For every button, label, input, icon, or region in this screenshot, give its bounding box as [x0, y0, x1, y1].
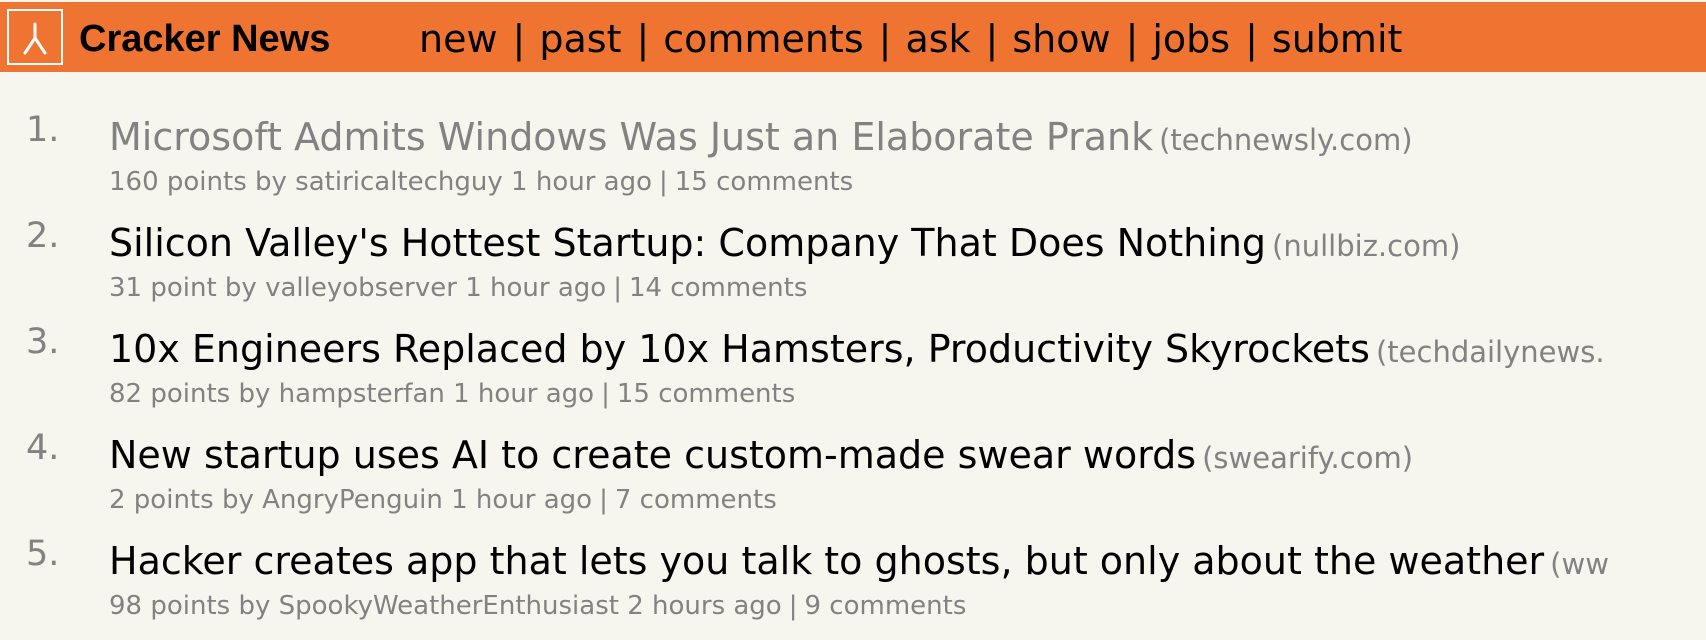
story-subtext: 160 points by satiricaltechguy 1 hour ag…: [109, 166, 853, 198]
story-comments-link[interactable]: 15 comments: [674, 167, 854, 197]
story-title-link[interactable]: Microsoft Admits Windows Was Just an Ela…: [109, 115, 1154, 159]
site-logo[interactable]: [7, 9, 63, 65]
top-bar: Cracker News new | past | comments | ask | show |…: [0, 2, 1706, 72]
nav-ask[interactable]: ask: [905, 17, 971, 61]
story-rank: 5.: [26, 534, 60, 574]
nav-separator: |: [985, 17, 999, 61]
story-subtext: 31 point by valleyobserver 1 hour ago | 14…: [109, 272, 807, 304]
story-age[interactable]: 1 hour ago: [453, 379, 595, 409]
story-user[interactable]: satiricaltechguy: [295, 167, 503, 197]
subtext-separator: |: [613, 273, 622, 303]
story-user[interactable]: SpookyWeatherEnthusiast: [278, 591, 619, 621]
story-rank: 3.: [26, 322, 60, 362]
story-subtext: 82 points by hampsterfan 1 hour ago | 15 c…: [109, 378, 795, 410]
story-age[interactable]: 1 hour ago: [511, 167, 652, 197]
nav-new[interactable]: new: [419, 17, 498, 61]
story-rank: 4.: [26, 428, 60, 468]
story-domain[interactable]: (nullbiz.com): [1272, 229, 1461, 263]
story-item: 3. 10x Engineers Replaced by 10x Hamster…: [0, 322, 1706, 428]
story-title-link[interactable]: 10x Engineers Replaced by 10x Hamsters, …: [109, 327, 1370, 371]
story-item: 4. New startup uses AI to create custom-…: [0, 428, 1706, 534]
story-points: 2 points: [109, 485, 214, 515]
story-by: by: [224, 273, 257, 303]
subtext-separator: |: [599, 485, 608, 515]
story-title-link[interactable]: New startup uses AI to create custom-mad…: [109, 433, 1197, 477]
story-age[interactable]: 1 hour ago: [451, 485, 593, 515]
cracker-logo-icon: [23, 22, 47, 55]
story-comments-link[interactable]: 15 comments: [616, 379, 796, 409]
nav-submit[interactable]: submit: [1271, 17, 1403, 61]
nav-comments[interactable]: comments: [663, 17, 864, 61]
story-user[interactable]: hampsterfan: [278, 379, 445, 409]
story-rank: 2.: [26, 216, 60, 256]
story-by: by: [238, 379, 271, 409]
story-domain[interactable]: (ww: [1550, 547, 1609, 581]
nav-past[interactable]: past: [539, 17, 622, 61]
subtext-separator: |: [601, 379, 610, 409]
story-comments-link[interactable]: 14 comments: [628, 273, 808, 303]
story-item: 2. Silicon Valley's Hottest Startup: Com…: [0, 216, 1706, 322]
story-user[interactable]: AngryPenguin: [262, 485, 443, 515]
story-by: by: [238, 591, 271, 621]
story-title-line: Microsoft Admits Windows Was Just an Ela…: [109, 115, 1413, 167]
story-user[interactable]: valleyobserver: [265, 273, 457, 303]
story-comments-link[interactable]: 7 comments: [614, 485, 777, 515]
nav-separator: |: [636, 17, 650, 61]
story-comments-link[interactable]: 9 comments: [804, 591, 967, 621]
nav-separator: |: [1245, 17, 1258, 61]
story-by: by: [255, 167, 287, 197]
story-points: 82 points: [109, 379, 231, 409]
story-title-line: New startup uses AI to create custom-mad…: [109, 433, 1413, 485]
story-domain[interactable]: (techdailynews.: [1375, 335, 1605, 369]
story-age[interactable]: 2 hours ago: [627, 591, 782, 621]
nav-separator: |: [878, 17, 892, 61]
story-points: 31 point: [109, 273, 217, 303]
story-points: 160 points: [109, 167, 247, 197]
story-item: 5. Hacker creates app that lets you talk…: [0, 534, 1706, 640]
story-title-line: Silicon Valley's Hottest Startup: Compan…: [109, 221, 1460, 273]
story-title-link[interactable]: Hacker creates app that lets you talk to…: [109, 539, 1545, 583]
nav-separator: |: [1125, 17, 1139, 61]
story-subtext: 2 points by AngryPenguin 1 hour ago | 7 co…: [109, 484, 777, 516]
story-rank: 1.: [26, 110, 60, 150]
story-subtext: 98 points by SpookyWeatherEnthusiast 2 h…: [109, 590, 966, 622]
site-name[interactable]: Cracker News: [79, 18, 331, 60]
nav-separator: |: [512, 17, 526, 61]
story-title-line: 10x Engineers Replaced by 10x Hamsters, …: [109, 327, 1605, 379]
nav-jobs[interactable]: jobs: [1152, 17, 1231, 61]
subtext-separator: |: [788, 591, 798, 621]
story-domain[interactable]: (technewsly.com): [1159, 123, 1413, 157]
story-title-line: Hacker creates app that lets you talk to…: [109, 539, 1609, 591]
story-age[interactable]: 1 hour ago: [465, 273, 607, 303]
nav-show[interactable]: show: [1012, 17, 1111, 61]
story-item: 1. Microsoft Admits Windows Was Just an …: [0, 110, 1706, 216]
story-title-link[interactable]: Silicon Valley's Hottest Startup: Compan…: [109, 221, 1267, 265]
top-nav: new | past | comments | ask | show | jobs | submit: [419, 17, 1402, 61]
story-domain[interactable]: (swearify.com): [1202, 441, 1414, 475]
story-by: by: [221, 485, 254, 515]
subtext-separator: |: [659, 167, 668, 197]
story-points: 98 points: [109, 591, 231, 621]
